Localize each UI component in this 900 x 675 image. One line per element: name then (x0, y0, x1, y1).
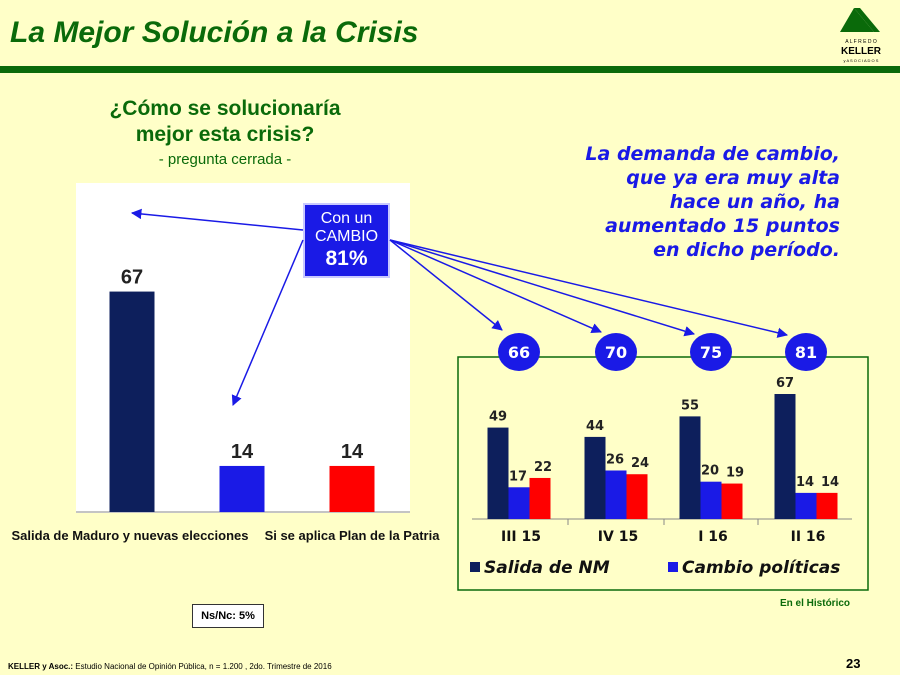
chart2-category-label-2: I 16 (698, 529, 728, 545)
chart1-category-label-0: Salida de Maduro y nuevas elecciones (12, 528, 249, 543)
chart2-bar-s0-g3 (774, 394, 796, 519)
footer-source-bold: KELLER y Asoc.: (8, 662, 74, 671)
chart2-bar-s2-g0 (529, 477, 551, 519)
change-callout: Con un CAMBIO 81% (303, 203, 390, 278)
legend-swatch-0 (470, 562, 480, 572)
chart2-bar-s0-g2 (679, 416, 701, 519)
change-callout-value: 81% (325, 247, 368, 270)
chart2-bar-s0-g1 (584, 436, 606, 519)
chart2-frame (457, 356, 869, 591)
legend-label-0: Salida de NM (484, 558, 610, 578)
chart2-value-label-s0-g0: 49 (489, 410, 507, 425)
chart2-bar-s1-g3 (795, 492, 817, 519)
chart2-value-label-s1-g3: 14 (796, 475, 814, 490)
source-footer: KELLER y Asoc.: Estudio Nacional de Opin… (8, 662, 332, 671)
chart2-value-label-s0-g2: 55 (681, 398, 699, 413)
headline-line2: que ya era muy alta (626, 167, 840, 189)
chart2-category-label-1: IV 15 (598, 529, 638, 545)
headline-line4: aumentado 15 puntos (605, 215, 840, 237)
logo-triangle-icon (840, 8, 874, 32)
chart2-value-label-s2-g2: 19 (726, 466, 744, 481)
chart2-bar-s1-g2 (700, 481, 722, 519)
title-divider (0, 66, 900, 73)
chart2-value-label-s0-g3: 67 (776, 376, 794, 391)
chart1-bar-1 (219, 465, 265, 512)
chart2-total-badge-2 (690, 333, 732, 371)
change-callout-line1: Con un (320, 210, 373, 227)
chart2-bar-s2-g3 (816, 492, 838, 519)
chart2-bar-s1-g1 (605, 470, 627, 519)
chart2-total-label-3: 81 (795, 343, 817, 362)
chart2-value-label-s2-g1: 24 (631, 456, 649, 471)
chart2-bar-s2-g1 (626, 474, 648, 519)
page-number: 23 (846, 656, 861, 671)
question-title-line1: ¿Cómo se solucionaría (109, 97, 341, 120)
chart1-bar-0 (109, 291, 155, 512)
keller-logo: A L F R E D O KELLER y A S O C I A D O S (840, 8, 882, 63)
historico-label: En el Histórico (780, 598, 851, 609)
page-title: La Mejor Solución a la Crisis (10, 16, 419, 49)
chart2-value-label-s2-g0: 22 (534, 460, 552, 475)
chart2-value-label-s0-g1: 44 (586, 419, 604, 434)
chart2-total-badge-3 (785, 333, 827, 371)
chart2-total-label-1: 70 (605, 343, 627, 362)
chart2-value-label-s1-g0: 17 (509, 469, 527, 484)
question-title-line2: mejor esta crisis? (135, 123, 315, 146)
headline-line3: hace un año, ha (669, 191, 840, 213)
logo-top-text: A L F R E D O (845, 39, 877, 45)
footer-source-text: Estudio Nacional de Opinión Pública, n =… (73, 662, 332, 671)
headline-line1: La demanda de cambio, (585, 143, 840, 165)
chart2-bar-s0-g0 (487, 427, 509, 519)
change-callout-line2: CAMBIO (314, 228, 379, 245)
question-subtitle: - pregunta cerrada - (158, 151, 292, 168)
chart2-total-badge-1 (595, 333, 637, 371)
chart1-category-label-2: Si se aplica Plan de la Patria (265, 528, 441, 543)
logo-name-text: KELLER (841, 46, 882, 57)
chart2-value-label-s1-g1: 26 (606, 452, 624, 467)
question-title: ¿Cómo se solucionaría mejor esta crisis? (60, 96, 390, 148)
chart2-total-badge-0 (498, 333, 540, 371)
legend-swatch-1 (668, 562, 678, 572)
chart2-total-label-0: 66 (508, 343, 530, 362)
chart1-value-label-1: 14 (231, 441, 254, 463)
chart2-category-label-3: II 16 (791, 529, 826, 545)
chart2-bar-s1-g0 (508, 487, 530, 519)
chart1-value-label-2: 14 (341, 441, 364, 463)
chart2-value-label-s1-g2: 20 (701, 464, 719, 479)
chart1-value-label-0: 67 (121, 267, 143, 289)
nsnc-box: Ns/Nc: 5% (192, 604, 264, 628)
chart2-value-label-s2-g3: 14 (821, 475, 839, 490)
chart2-bar-s2-g2 (721, 483, 743, 519)
chart1-bar-2 (329, 465, 375, 512)
chart2-category-label-0: III 15 (501, 529, 541, 545)
legend-label-1: Cambio políticas (682, 558, 840, 578)
chart2-total-label-2: 75 (700, 343, 722, 362)
logo-bottom-text: y A S O C I A D O S (844, 58, 879, 63)
